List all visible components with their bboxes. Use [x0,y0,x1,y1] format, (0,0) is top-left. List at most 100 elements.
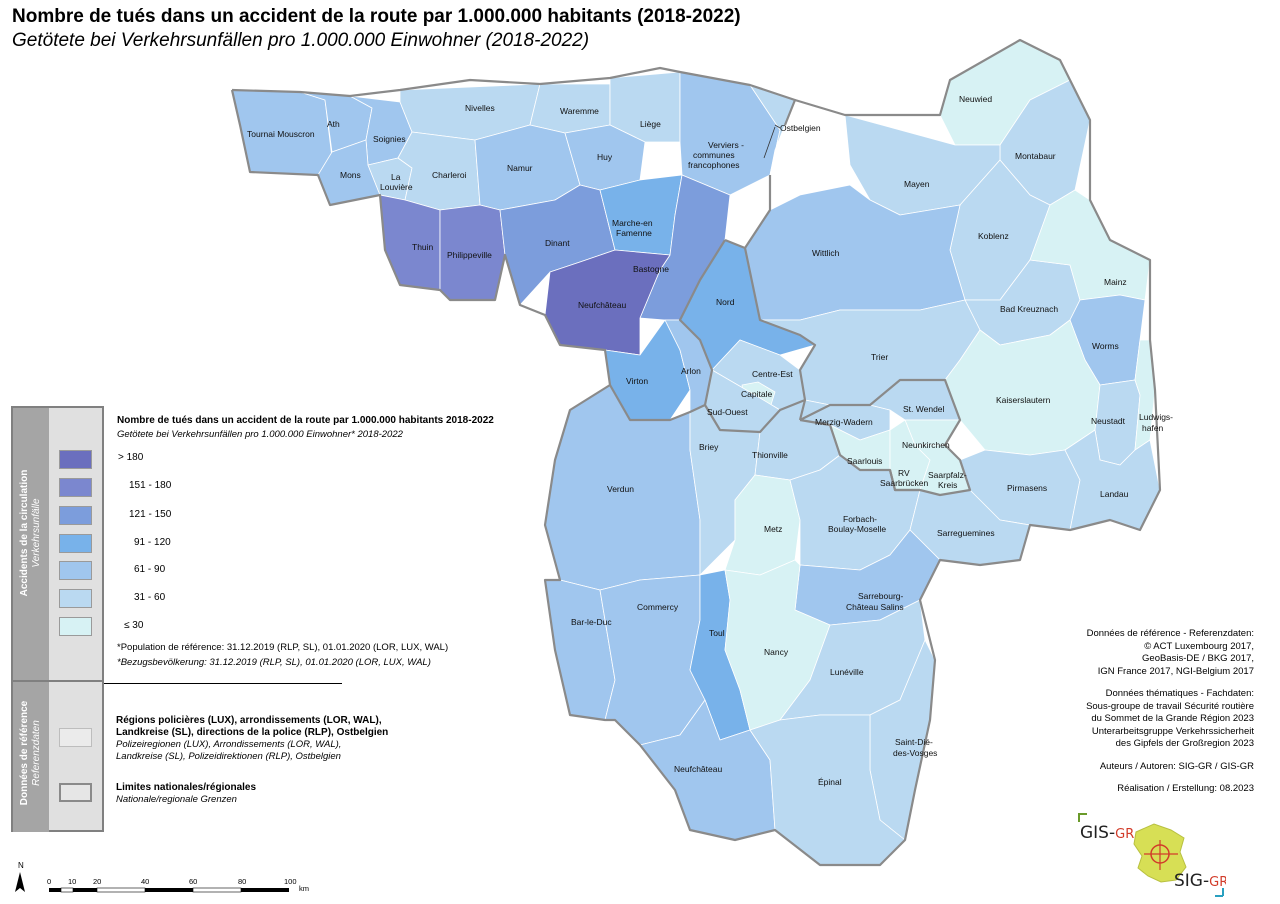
border-lux [678,238,817,434]
label-trier: Trier [871,352,888,362]
label-wittlich: Wittlich [812,248,840,258]
svg-text:SIG-GR: SIG-GR [1174,871,1226,891]
label-sarrebourg: Sarrebourg-Château Salins [846,591,904,612]
label-saint-die: Saint-Dié-des-Vosges [893,737,937,758]
label-sarreguemines: Sarreguemines [937,528,995,538]
label-epinal: Épinal [818,777,842,787]
scale-tick-40: 40 [141,877,149,886]
label-thionville: Thionville [752,450,788,460]
label-dinant: Dinant [545,238,570,248]
legend-swatch-gt180 [59,450,92,469]
scale-tick-10: 10 [68,877,76,886]
label-philippeville: Philippeville [447,250,492,260]
scale-segments [49,887,289,893]
region-epinal [749,714,906,866]
border-wallonia-lorraine [609,384,706,422]
label-saarlouis: Saarlouis [847,456,882,466]
legend-accidents-label: Accidents de la circulation Verkehrsunfäl… [19,469,42,597]
label-ludwigshafen: Ludwigs-hafen [1139,412,1173,433]
label-ath: Ath [327,119,340,129]
legend-range-31-60: 31 - 60 [134,592,166,603]
label-kaiserslautern: Kaiserslautern [996,395,1051,405]
legend-divider [13,680,104,682]
label-mainz: Mainz [1104,277,1127,287]
label-commercy: Commercy [637,602,679,612]
label-soignies: Soignies [373,134,406,144]
label-merzig: Merzig-Wadern [815,417,873,427]
border-lorraine-germany [888,469,920,492]
label-mayen: Mayen [904,179,930,189]
scale-ticks: 0 10 20 40 60 80 100 km [47,877,309,893]
region-liege [609,71,681,143]
label-sud-ouest: Sud-Ouest [707,407,748,417]
legend-swatch-151-180 [59,478,92,497]
label-briey: Briey [699,442,719,452]
legend-section-accidents [13,408,49,680]
label-ostbelgien: Ostbelgien [780,123,821,133]
label-worms: Worms [1092,341,1119,351]
north-label: N [18,861,24,870]
legend-section-reference [13,682,49,832]
label-metz: Metz [764,524,782,534]
legend-panel: Accidents de la circulation Verkehrsunfäl… [11,406,104,832]
label-verviers: Verviers -communes francophones [688,140,744,170]
label-neufchateau-fr: Neufchâteau [674,764,722,774]
label-landau: Landau [1100,489,1129,499]
label-saarbruecken: RV Saarbrücken [880,468,928,488]
label-la-louviere: La Louvière [380,172,413,192]
label-nord: Nord [716,297,735,307]
legend-range-91-120: 91 - 120 [134,537,171,548]
legend-swatch-91-120 [59,534,92,553]
region-labels: Tournai Mouscron Ath Soignies Nivelles W… [247,94,1173,787]
border-lux-germany [798,399,807,421]
legend-range-gt180: > 180 [118,452,144,463]
label-namur: Namur [507,163,533,173]
gis-gr-logo: GIS-GR SIG-GR [1078,813,1226,897]
legend-swatch-borders [59,783,92,802]
map-title-fr: Nombre de tués dans un accident de la ro… [12,6,741,27]
label-bastogne: Bastogne [633,264,669,274]
legend-swatch-regions [59,728,92,747]
legend-range-le30: ≤ 30 [124,620,144,631]
label-saarpfalz: Saarpfalz-Kreis [928,470,967,490]
label-charleroi: Charleroi [432,170,467,180]
legend-swatch-61-90 [59,561,92,580]
legend-separator [104,683,342,684]
label-toul: Toul [709,628,725,638]
legend-ref-regions: Régions policières (LUX), arrondissement… [116,715,389,762]
scale-tick-100: 100 [284,877,297,886]
label-neuwied: Neuwied [959,94,992,104]
border-saarland [799,378,972,497]
label-montabaur: Montabaur [1015,151,1056,161]
legend-swatch-le30 [59,617,92,636]
label-koblenz: Koblenz [978,231,1009,241]
label-huy: Huy [597,152,613,162]
scale-tick-20: 20 [93,877,101,886]
border-germany-outer [230,38,1162,867]
legend-range-151-180: 151 - 180 [129,480,172,491]
label-centre-est: Centre-Est [752,369,793,379]
legend-swatch-31-60 [59,589,92,608]
label-waremme: Waremme [560,106,599,116]
label-neustadt: Neustadt [1091,416,1126,426]
scale-tick-60: 60 [189,877,197,886]
label-verdun: Verdun [607,484,634,494]
map-title-de: Getötete bei Verkehrsunfällen pro 1.000.… [12,30,590,51]
ostbelgien-leader [763,126,776,159]
label-tournai: Tournai Mouscron [247,129,315,139]
label-virton: Virton [626,376,648,386]
label-liege: Liège [640,119,661,129]
legend-ref-borders: Limites nationales/régionales Nationale/… [116,782,257,805]
ostbelgien-leader-2 [774,124,781,129]
scale-tick-0: 0 [47,877,51,886]
legend-swatch-121-150 [59,506,92,525]
label-mons: Mons [340,170,361,180]
legend-title-de: Getötete bei Verkehrsunfällen pro 1.000.… [117,429,403,440]
legend-range-61-90: 61 - 90 [134,564,166,575]
label-bar-le-duc: Bar-le-Duc [571,617,612,627]
border-north [231,66,797,126]
legend-reference-label: Données de référence Referenzdaten [19,700,42,806]
label-forbach: Forbach-Boulay-Moselle [828,514,886,534]
label-marche: Marche-en Famenne [612,218,653,238]
